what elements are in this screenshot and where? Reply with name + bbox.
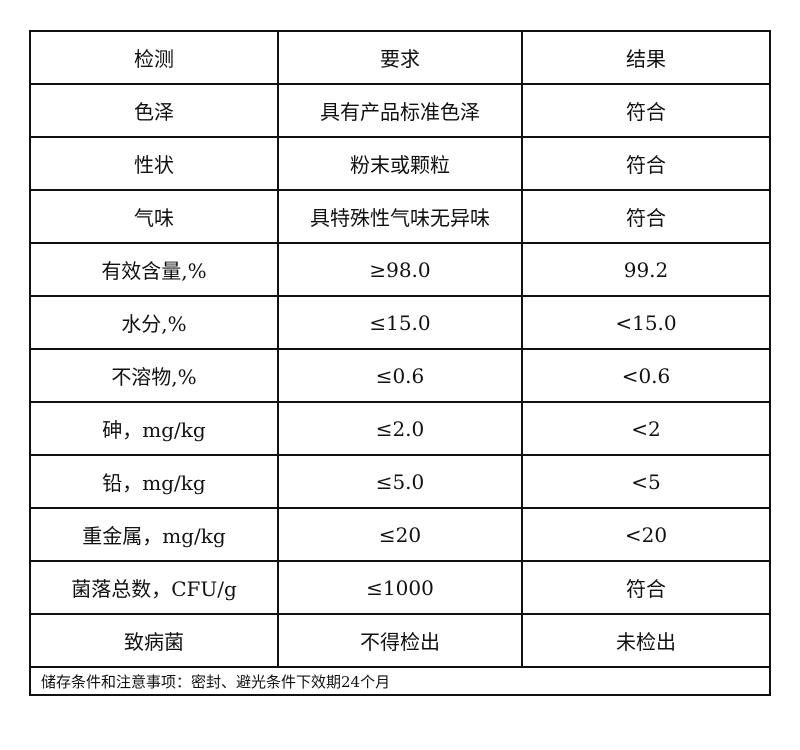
test-item-cell: 砷，mg/kg	[29, 401, 279, 456]
table-row: 菌落总数，CFU/g ≤1000 符合	[29, 560, 771, 615]
footer-row: 储存条件和注意事项：密封、避光条件下效期24个月	[29, 666, 771, 696]
test-item-cell: 有效含量,%	[29, 242, 279, 297]
table-row: 不溶物,% ≤0.6 <0.6	[29, 348, 771, 403]
requirement-cell: ≤0.6	[277, 348, 523, 403]
test-item-cell: 铅，mg/kg	[29, 454, 279, 509]
requirement-cell: ≤5.0	[277, 454, 523, 509]
requirement-cell: ≤15.0	[277, 295, 523, 350]
test-item-cell: 致病菌	[29, 613, 279, 668]
requirement-cell: ≤2.0	[277, 401, 523, 456]
requirement-cell: 粉末或颗粒	[277, 136, 523, 191]
header-row: 检测 要求 结果	[29, 30, 771, 85]
storage-note: 储存条件和注意事项：密封、避光条件下效期24个月	[29, 666, 771, 696]
table-row: 致病菌 不得检出 未检出	[29, 613, 771, 668]
table-row: 水分,% ≤15.0 <15.0	[29, 295, 771, 350]
table-row: 重金属，mg/kg ≤20 <20	[29, 507, 771, 562]
test-item-cell: 色泽	[29, 83, 279, 138]
header-requirement: 要求	[277, 30, 523, 85]
table-row: 砷，mg/kg ≤2.0 <2	[29, 401, 771, 456]
test-item-cell: 性状	[29, 136, 279, 191]
requirement-cell: ≤1000	[277, 560, 523, 615]
header-test: 检测	[29, 30, 279, 85]
requirement-cell: 具有产品标准色泽	[277, 83, 523, 138]
test-item-cell: 不溶物,%	[29, 348, 279, 403]
header-result: 结果	[521, 30, 771, 85]
result-cell: 99.2	[521, 242, 771, 297]
test-item-cell: 重金属，mg/kg	[29, 507, 279, 562]
requirement-cell: 具特殊性气味无异味	[277, 189, 523, 244]
requirement-cell: ≥98.0	[277, 242, 523, 297]
test-item-cell: 菌落总数，CFU/g	[29, 560, 279, 615]
table-row: 色泽 具有产品标准色泽 符合	[29, 83, 771, 138]
result-cell: 符合	[521, 136, 771, 191]
spec-table: 检测 要求 结果 色泽 具有产品标准色泽 符合 性状 粉末或颗粒 符合 气味 具特殊性气味无异…	[29, 30, 771, 696]
test-item-cell: 水分,%	[29, 295, 279, 350]
result-cell: 符合	[521, 83, 771, 138]
result-cell: <15.0	[521, 295, 771, 350]
result-cell: <5	[521, 454, 771, 509]
result-cell: 未检出	[521, 613, 771, 668]
requirement-cell: 不得检出	[277, 613, 523, 668]
result-cell: 符合	[521, 560, 771, 615]
result-cell: 符合	[521, 189, 771, 244]
requirement-cell: ≤20	[277, 507, 523, 562]
table-row: 铅，mg/kg ≤5.0 <5	[29, 454, 771, 509]
table-row: 性状 粉末或颗粒 符合	[29, 136, 771, 191]
result-cell: <2	[521, 401, 771, 456]
result-cell: <0.6	[521, 348, 771, 403]
table-row: 有效含量,% ≥98.0 99.2	[29, 242, 771, 297]
result-cell: <20	[521, 507, 771, 562]
test-item-cell: 气味	[29, 189, 279, 244]
table-row: 气味 具特殊性气味无异味 符合	[29, 189, 771, 244]
